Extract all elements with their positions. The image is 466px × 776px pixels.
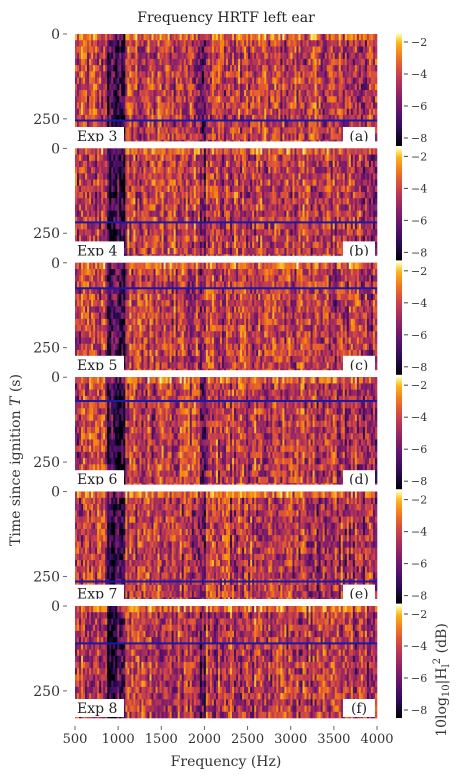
panel-letter-box (343, 699, 375, 717)
exp-label: Exp 7 (77, 587, 117, 603)
y-tick-label: 0 (51, 485, 60, 501)
x-axis-label: Frequency (Hz) (171, 754, 282, 770)
exp-label-box (72, 127, 124, 145)
panel-6: 0 250 Exp 8 (f) −2 −4 −6 −8 (33, 599, 427, 725)
colorbar-tick-label: −2 (411, 379, 427, 392)
x-tick-label: 2000 (188, 732, 221, 747)
x-tick-label: 1500 (145, 732, 178, 747)
x-tick-label: 2500 (231, 732, 264, 747)
colorbar-tick-label: −8 (411, 246, 427, 259)
exp-label-box (72, 470, 124, 489)
panel-letter: (f) (351, 701, 367, 717)
colorbar-tick-label: −2 (411, 150, 427, 163)
colorbar-tick-label: −2 (411, 265, 427, 278)
exp-label-box (72, 241, 124, 260)
colorbar-tick-label: −8 (411, 475, 427, 488)
panel-letter: (e) (349, 587, 368, 603)
panel-letter: (b) (349, 243, 369, 259)
y-tick-label: 0 (51, 370, 60, 386)
y-axis-label: Time since ignition T (s) (8, 374, 24, 546)
colorbar-tick-label: −8 (411, 704, 427, 717)
panel-1: 0 250 Exp 3 (a) −2 −4 −6 −8 (33, 27, 427, 153)
colorbar-gradient (396, 606, 402, 718)
panel-letter-box (343, 127, 375, 145)
y-tick-label: 250 (33, 569, 60, 585)
exp-label: Exp 6 (77, 472, 118, 488)
x-tick-label: 3500 (317, 732, 350, 747)
y-tick-label: 0 (51, 256, 60, 272)
y-tick-label: 0 (51, 141, 60, 157)
colorbar: −2 −4 −6 −8 (396, 34, 427, 146)
exp-label: Exp 5 (77, 358, 117, 374)
colorbar-gradient (396, 262, 402, 375)
y-tick-label: 250 (33, 112, 60, 128)
colorbar-tick-label: −4 (411, 182, 427, 195)
exp-label-box (72, 355, 124, 374)
colorbar-gradient (396, 491, 402, 604)
colorbar-tick-label: −6 (411, 214, 427, 227)
colorbar: −2 −4 −6 −8 (396, 262, 427, 375)
panel-letter: (a) (349, 129, 368, 145)
exp-label: Exp 3 (77, 129, 117, 145)
chart-title: Frequency HRTF left ear (137, 10, 315, 26)
exp-label-box (72, 699, 124, 717)
colorbar-tick-label: −4 (411, 640, 427, 653)
y-tick-label: 250 (33, 226, 60, 242)
panel-4: 0 250 Exp 6 (d) −2 −4 −6 −8 (33, 370, 427, 497)
panels: 0 250 Exp 3 (a) −2 −4 −6 −8 0 250 Exp 4 (b) −2 −4 −6 −8… (33, 27, 427, 725)
colorbar-tick-label: −8 (411, 132, 427, 145)
heatmap (75, 606, 378, 719)
colorbar-gradient (396, 377, 402, 490)
panel-2: 0 250 Exp 4 (b) −2 −4 −6 −8 (33, 141, 427, 268)
panel-3: 0 250 Exp 5 (c) −2 −4 −6 −8 (33, 256, 427, 382)
colorbar-tick-label: −8 (411, 590, 427, 603)
colorbar-tick-label: −4 (411, 297, 427, 310)
panel-letter-box (343, 470, 375, 489)
exp-label-box (72, 584, 124, 603)
panel-letter: (d) (349, 472, 369, 488)
colorbar-tick-label: −6 (411, 329, 427, 342)
y-tick-label: 250 (33, 341, 60, 357)
exp-label: Exp 8 (77, 701, 117, 717)
colorbar-tick-label: −2 (411, 494, 427, 507)
colorbar-tick-label: −4 (411, 526, 427, 539)
colorbar-tick-label: −6 (411, 558, 427, 571)
panel-letter-box (343, 241, 375, 260)
panel-letter: (c) (350, 358, 369, 374)
colorbar-tick-label: −6 (411, 443, 427, 456)
colorbar-tick-label: −6 (411, 672, 427, 685)
colorbar-label: 10log10|Hl2 (dB) (432, 623, 452, 737)
panel-5: 0 250 Exp 7 (e) −2 −4 −6 −8 (33, 484, 427, 611)
colorbar-gradient (396, 34, 402, 146)
x-tick-label: 3000 (274, 732, 307, 747)
panel-letter-box (343, 355, 375, 374)
colorbar-tick-label: −2 (411, 36, 427, 49)
colorbar: −2 −4 −6 −8 (396, 606, 427, 718)
x-tick-label: 500 (63, 732, 88, 747)
x-tick-label: 4000 (360, 732, 393, 747)
heatmap (75, 148, 378, 261)
colorbar-tick-label: −4 (411, 411, 427, 424)
exp-label: Exp 4 (77, 243, 118, 259)
x-tick-label: 1000 (102, 732, 135, 747)
colorbar: −2 −4 −6 −8 (396, 491, 427, 604)
colorbar: −2 −4 −6 −8 (396, 377, 427, 490)
colorbar-tick-label: −2 (411, 608, 427, 621)
y-tick-label: 250 (33, 684, 60, 700)
colorbar: −2 −4 −6 −8 (396, 148, 427, 261)
y-tick-label: 0 (51, 599, 60, 615)
colorbar-tick-label: −8 (411, 361, 427, 374)
y-tick-label: 0 (51, 27, 60, 43)
x-axis: 500 1000 1500 2000 2500 3000 3500 4000 Frequenc… (63, 726, 394, 770)
panel-letter-box (343, 584, 375, 603)
colorbar-tick-label: −4 (411, 68, 427, 81)
heatmap (75, 377, 378, 490)
colorbar-gradient (396, 148, 402, 261)
y-tick-label: 250 (33, 455, 60, 471)
colorbar-tick-label: −6 (411, 100, 427, 113)
